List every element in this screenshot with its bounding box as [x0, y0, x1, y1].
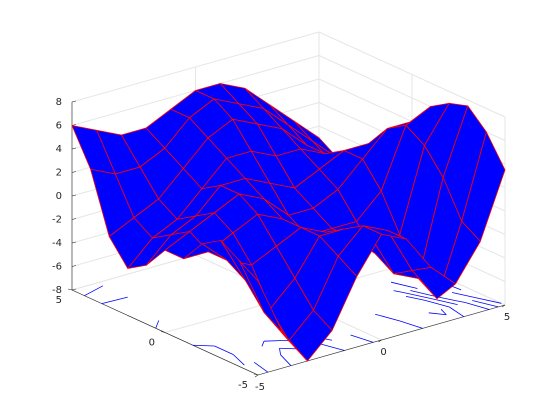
contour-line [280, 354, 292, 366]
z-tick-label: -4 [52, 238, 62, 249]
contour-line [465, 302, 490, 310]
y-tick-label: 5 [56, 295, 62, 306]
contour-line [214, 345, 234, 355]
z-tick-label: 0 [56, 191, 62, 202]
x-tick-label: -5 [255, 382, 265, 393]
z-tick [71, 265, 77, 267]
contour-line [101, 296, 128, 304]
z-tick-label: 4 [56, 144, 62, 155]
x-tick [254, 374, 259, 378]
contour-line [403, 292, 431, 299]
z-tick [71, 241, 77, 244]
contour-line [430, 298, 458, 306]
x-tick [501, 304, 506, 308]
contour-line [399, 320, 423, 329]
contour-line [390, 281, 418, 289]
z-tick [71, 194, 77, 197]
contour-line [449, 306, 465, 317]
contour-line [253, 361, 269, 373]
contour-line [375, 313, 401, 322]
contour-line [263, 340, 283, 342]
contour-line [436, 296, 456, 302]
z-tick [71, 147, 77, 150]
z-tick [71, 100, 77, 103]
contour-line [155, 320, 160, 329]
contour-line [393, 290, 404, 293]
surface-patch [238, 260, 284, 334]
y-tick-label: -5 [238, 380, 248, 391]
contour-line [350, 334, 374, 343]
y-tick [67, 288, 73, 291]
contour-line [232, 354, 245, 366]
contour-line [472, 300, 499, 308]
contour-line [455, 300, 466, 303]
contour-line [451, 292, 480, 299]
z-tick-label: -2 [52, 215, 62, 226]
x-tick-label: 5 [504, 312, 510, 323]
z-tick-label: 2 [56, 168, 62, 179]
z-tick [71, 288, 77, 291]
contour-line [405, 295, 425, 301]
z-tick-label: 6 [56, 121, 62, 132]
z-tick [71, 171, 77, 173]
contour-line [428, 312, 447, 316]
z-tick-label: 8 [56, 97, 62, 108]
contour-line [192, 344, 215, 347]
contour-line [84, 285, 104, 297]
contour-line [479, 298, 502, 304]
contour-line [261, 341, 265, 347]
grid-line [71, 31, 320, 103]
z-tick [71, 218, 77, 220]
z-tick-label: -6 [52, 262, 62, 273]
contour-line [410, 290, 438, 298]
contour-line [424, 299, 450, 308]
x-tick-label: 0 [380, 347, 386, 358]
z-tick-label: -8 [52, 285, 62, 296]
contour-line [440, 309, 447, 316]
grid-line [318, 31, 506, 118]
y-tick [160, 331, 166, 333]
y-tick [253, 373, 259, 376]
contour-line [279, 348, 281, 355]
y-tick-label: 0 [149, 338, 155, 349]
contour-line [319, 343, 345, 351]
x-tick [378, 339, 382, 343]
